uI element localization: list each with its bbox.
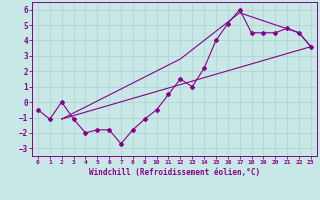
X-axis label: Windchill (Refroidissement éolien,°C): Windchill (Refroidissement éolien,°C) bbox=[89, 168, 260, 177]
